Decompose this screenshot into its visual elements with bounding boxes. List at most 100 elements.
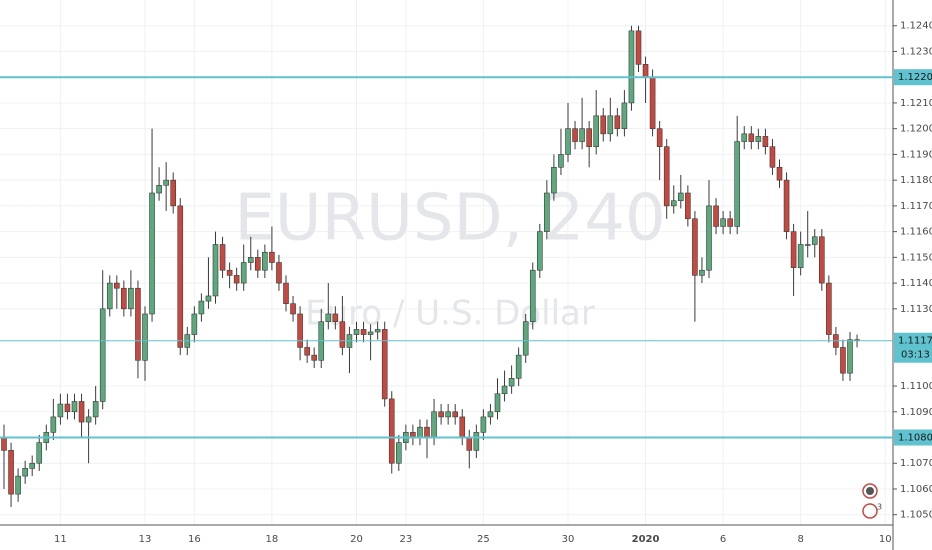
candle-body	[642, 64, 649, 78]
candle-body	[670, 200, 677, 207]
candle-body	[558, 154, 564, 168]
y-tick-label: 1.11600	[900, 227, 932, 238]
x-tick-label: 13	[139, 534, 152, 545]
candle-body	[607, 115, 614, 135]
candle-body	[720, 218, 726, 227]
candle-body	[198, 300, 205, 315]
event-icon[interactable]	[862, 503, 878, 519]
candle-body	[395, 442, 402, 464]
watermark: EURUSD, 240	[234, 182, 665, 256]
candle-body	[247, 257, 254, 263]
line-label-box	[894, 69, 932, 86]
candle-body	[367, 331, 374, 335]
candle-body	[339, 321, 346, 348]
candle-body	[29, 462, 36, 469]
y-tick-label: 1.10500	[900, 510, 932, 521]
price-label-box	[894, 332, 932, 363]
x-tick-label: 11	[54, 534, 67, 545]
candle-body	[311, 354, 318, 361]
badge: 3	[877, 503, 882, 512]
candle-body	[297, 313, 303, 348]
line-label: 1.10800	[898, 433, 932, 444]
candle-body	[64, 403, 71, 413]
candle-body	[36, 442, 43, 464]
y-tick-label: 1.11800	[900, 175, 932, 186]
candle-body	[163, 179, 169, 186]
candle-body	[255, 257, 261, 271]
candle-body	[290, 303, 296, 315]
candle-body	[713, 205, 719, 227]
candle-body	[177, 205, 184, 348]
candle-body	[508, 378, 515, 387]
candle-body	[677, 192, 684, 202]
candle-body	[50, 416, 57, 433]
candle-body	[586, 128, 592, 147]
candle-body	[522, 321, 529, 356]
candle-body	[424, 426, 430, 438]
candle-body	[99, 308, 106, 402]
candle-body	[1, 437, 7, 451]
candle-body	[212, 244, 219, 297]
candle-body	[262, 251, 268, 271]
candle-body	[734, 141, 741, 227]
y-tick-label: 1.11700	[900, 201, 932, 212]
candle-body	[544, 192, 550, 232]
candle-body	[149, 192, 155, 315]
y-tick-label: 1.12400	[900, 21, 932, 32]
candle-body	[283, 282, 289, 304]
candle-body	[135, 287, 141, 361]
candle-body	[663, 146, 670, 207]
x-tick-label: 2020	[632, 534, 660, 545]
candle-body	[114, 282, 120, 289]
y-tick-label: 1.12000	[900, 124, 932, 135]
x-tick-label: 23	[399, 534, 412, 545]
candle-body	[776, 166, 783, 181]
candle-body	[388, 398, 395, 464]
candle-body	[445, 411, 451, 418]
candle-body	[600, 115, 607, 135]
candle-body	[797, 244, 804, 268]
candle-body	[360, 329, 367, 335]
x-tick-label: 25	[477, 534, 490, 545]
candle-body	[276, 262, 282, 284]
candle-body	[536, 231, 543, 271]
candle-body	[755, 136, 762, 142]
candle-body	[741, 133, 748, 142]
candle-body	[92, 401, 99, 418]
candle-body	[325, 313, 332, 322]
candle-body	[85, 416, 92, 423]
candle-body	[572, 128, 578, 142]
candle-body	[156, 184, 162, 194]
candle-body	[593, 115, 600, 147]
event-icon-dot	[866, 487, 874, 495]
candle-body	[635, 30, 642, 65]
y-tick-label: 1.11000	[900, 381, 932, 392]
candle-body	[57, 403, 64, 418]
y-tick-label: 1.11400	[900, 278, 932, 289]
candle-body	[374, 329, 381, 333]
y-tick-label: 1.11500	[900, 252, 932, 263]
candle-body	[8, 450, 14, 495]
candle-body	[431, 411, 437, 438]
candle-body	[487, 411, 494, 418]
candle-body	[71, 401, 78, 413]
candle-body	[515, 354, 522, 379]
candle-body	[226, 269, 233, 276]
candle-body	[614, 115, 621, 129]
candle-body	[628, 30, 635, 104]
candle-body	[762, 136, 769, 147]
candle-body	[466, 437, 473, 451]
candle-body	[233, 275, 240, 284]
candle-body	[332, 313, 339, 322]
candle-body	[811, 236, 818, 245]
candle-body	[565, 128, 571, 155]
candle-body	[529, 269, 536, 322]
watermark-subtitle: Euro / U.S. Dollar	[305, 294, 595, 334]
candle-body	[78, 401, 85, 423]
y-tick-label: 1.11900	[900, 149, 932, 160]
candle-body	[551, 166, 557, 194]
x-tick-label: 16	[188, 534, 201, 545]
line-label-box	[894, 429, 932, 446]
